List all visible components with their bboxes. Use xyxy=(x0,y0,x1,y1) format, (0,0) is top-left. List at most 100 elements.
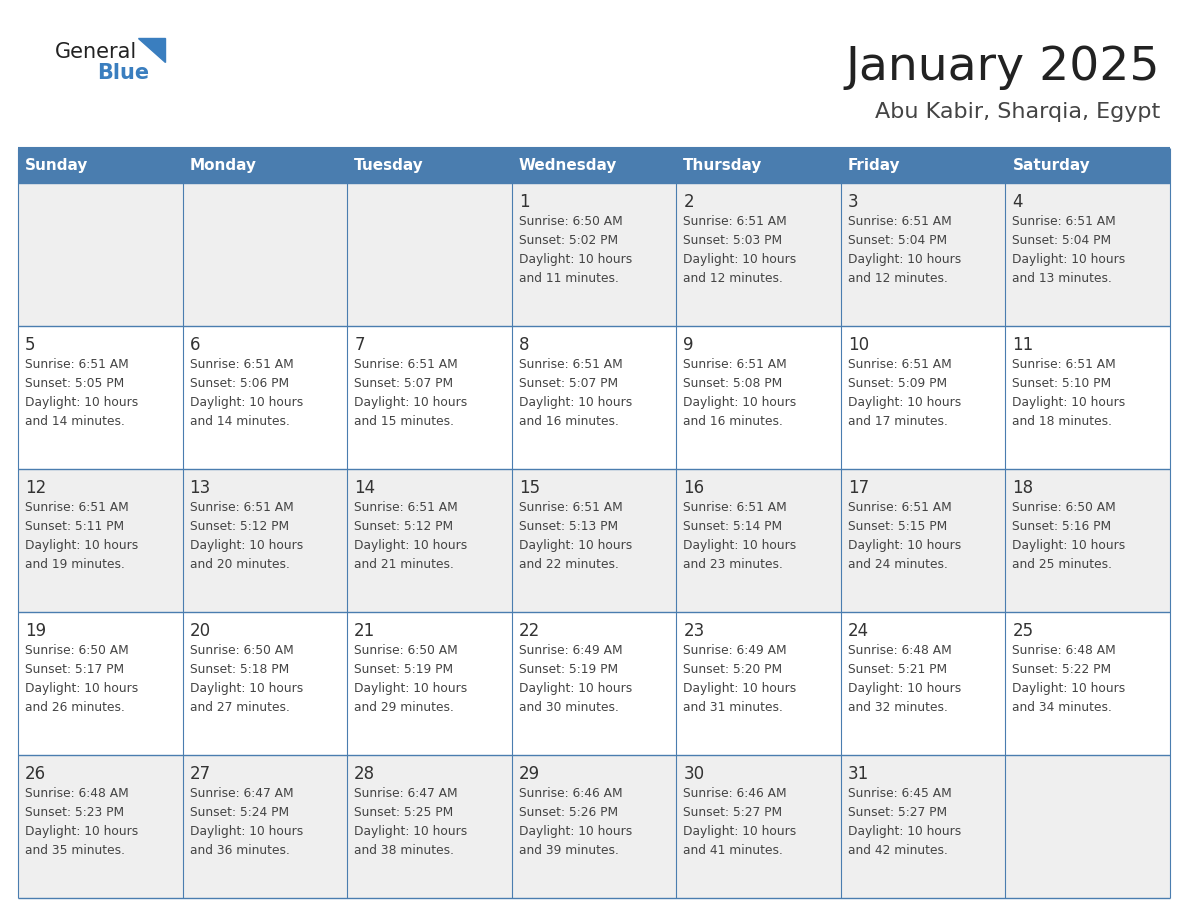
Text: Daylight: 10 hours: Daylight: 10 hours xyxy=(848,253,961,266)
Text: Sunset: 5:14 PM: Sunset: 5:14 PM xyxy=(683,520,783,533)
Text: 3: 3 xyxy=(848,193,859,211)
Text: and 31 minutes.: and 31 minutes. xyxy=(683,701,783,714)
Text: 30: 30 xyxy=(683,765,704,783)
Text: Sunset: 5:18 PM: Sunset: 5:18 PM xyxy=(190,663,289,676)
Text: Sunrise: 6:48 AM: Sunrise: 6:48 AM xyxy=(848,644,952,657)
Text: Sunrise: 6:51 AM: Sunrise: 6:51 AM xyxy=(519,358,623,371)
Text: and 26 minutes.: and 26 minutes. xyxy=(25,701,125,714)
Text: Sunset: 5:21 PM: Sunset: 5:21 PM xyxy=(848,663,947,676)
Text: Sunrise: 6:51 AM: Sunrise: 6:51 AM xyxy=(848,501,952,514)
Text: 2: 2 xyxy=(683,193,694,211)
Text: Friday: Friday xyxy=(848,158,901,173)
Text: Daylight: 10 hours: Daylight: 10 hours xyxy=(683,682,796,695)
Text: and 41 minutes.: and 41 minutes. xyxy=(683,844,783,857)
Text: and 13 minutes.: and 13 minutes. xyxy=(1012,272,1112,285)
Text: January 2025: January 2025 xyxy=(846,46,1159,91)
Text: Sunset: 5:27 PM: Sunset: 5:27 PM xyxy=(683,806,783,819)
Text: 6: 6 xyxy=(190,336,200,354)
Text: Sunrise: 6:45 AM: Sunrise: 6:45 AM xyxy=(848,787,952,800)
Text: Sunrise: 6:51 AM: Sunrise: 6:51 AM xyxy=(1012,215,1117,228)
Text: Sunrise: 6:47 AM: Sunrise: 6:47 AM xyxy=(354,787,457,800)
Text: 8: 8 xyxy=(519,336,529,354)
Text: Daylight: 10 hours: Daylight: 10 hours xyxy=(25,682,138,695)
Text: and 12 minutes.: and 12 minutes. xyxy=(848,272,948,285)
Text: Sunrise: 6:50 AM: Sunrise: 6:50 AM xyxy=(190,644,293,657)
Text: Sunrise: 6:51 AM: Sunrise: 6:51 AM xyxy=(848,215,952,228)
Text: Daylight: 10 hours: Daylight: 10 hours xyxy=(1012,396,1126,409)
Text: and 35 minutes.: and 35 minutes. xyxy=(25,844,125,857)
Text: 18: 18 xyxy=(1012,479,1034,497)
Text: and 42 minutes.: and 42 minutes. xyxy=(848,844,948,857)
Text: Sunset: 5:15 PM: Sunset: 5:15 PM xyxy=(848,520,947,533)
Text: Sunrise: 6:50 AM: Sunrise: 6:50 AM xyxy=(519,215,623,228)
Text: and 16 minutes.: and 16 minutes. xyxy=(519,415,619,428)
Text: Daylight: 10 hours: Daylight: 10 hours xyxy=(25,396,138,409)
Text: Sunrise: 6:51 AM: Sunrise: 6:51 AM xyxy=(354,501,457,514)
Text: Daylight: 10 hours: Daylight: 10 hours xyxy=(25,539,138,552)
Text: 16: 16 xyxy=(683,479,704,497)
Text: Sunset: 5:07 PM: Sunset: 5:07 PM xyxy=(354,377,454,390)
Text: Sunset: 5:04 PM: Sunset: 5:04 PM xyxy=(1012,234,1112,247)
Text: and 14 minutes.: and 14 minutes. xyxy=(190,415,290,428)
Bar xyxy=(18,469,1170,612)
Text: 24: 24 xyxy=(848,622,868,640)
Text: Daylight: 10 hours: Daylight: 10 hours xyxy=(848,539,961,552)
Text: and 14 minutes.: and 14 minutes. xyxy=(25,415,125,428)
Text: Monday: Monday xyxy=(190,158,257,173)
Text: Sunset: 5:24 PM: Sunset: 5:24 PM xyxy=(190,806,289,819)
Text: Sunset: 5:04 PM: Sunset: 5:04 PM xyxy=(848,234,947,247)
Text: General: General xyxy=(55,42,138,62)
Text: and 36 minutes.: and 36 minutes. xyxy=(190,844,290,857)
Text: Sunrise: 6:51 AM: Sunrise: 6:51 AM xyxy=(190,358,293,371)
Polygon shape xyxy=(138,38,165,62)
Text: and 32 minutes.: and 32 minutes. xyxy=(848,701,948,714)
Text: Daylight: 10 hours: Daylight: 10 hours xyxy=(354,396,467,409)
Text: Daylight: 10 hours: Daylight: 10 hours xyxy=(1012,539,1126,552)
Text: and 29 minutes.: and 29 minutes. xyxy=(354,701,454,714)
Text: Sunset: 5:06 PM: Sunset: 5:06 PM xyxy=(190,377,289,390)
Text: Sunrise: 6:47 AM: Sunrise: 6:47 AM xyxy=(190,787,293,800)
Text: Daylight: 10 hours: Daylight: 10 hours xyxy=(848,825,961,838)
Text: Daylight: 10 hours: Daylight: 10 hours xyxy=(190,396,303,409)
Text: Sunrise: 6:51 AM: Sunrise: 6:51 AM xyxy=(25,358,128,371)
Text: 12: 12 xyxy=(25,479,46,497)
Text: 26: 26 xyxy=(25,765,46,783)
Text: 22: 22 xyxy=(519,622,541,640)
Text: and 19 minutes.: and 19 minutes. xyxy=(25,558,125,571)
Text: Daylight: 10 hours: Daylight: 10 hours xyxy=(1012,253,1126,266)
Text: Daylight: 10 hours: Daylight: 10 hours xyxy=(519,253,632,266)
Text: Daylight: 10 hours: Daylight: 10 hours xyxy=(848,396,961,409)
Text: Daylight: 10 hours: Daylight: 10 hours xyxy=(190,682,303,695)
Text: Sunrise: 6:46 AM: Sunrise: 6:46 AM xyxy=(519,787,623,800)
Text: 28: 28 xyxy=(354,765,375,783)
Text: Sunrise: 6:49 AM: Sunrise: 6:49 AM xyxy=(519,644,623,657)
Text: Daylight: 10 hours: Daylight: 10 hours xyxy=(683,539,796,552)
Text: 4: 4 xyxy=(1012,193,1023,211)
Text: Daylight: 10 hours: Daylight: 10 hours xyxy=(354,539,467,552)
Text: 11: 11 xyxy=(1012,336,1034,354)
Text: Daylight: 10 hours: Daylight: 10 hours xyxy=(354,825,467,838)
Text: and 22 minutes.: and 22 minutes. xyxy=(519,558,619,571)
Text: and 11 minutes.: and 11 minutes. xyxy=(519,272,619,285)
Text: Daylight: 10 hours: Daylight: 10 hours xyxy=(519,825,632,838)
Text: and 27 minutes.: and 27 minutes. xyxy=(190,701,290,714)
Text: and 18 minutes.: and 18 minutes. xyxy=(1012,415,1112,428)
Text: Tuesday: Tuesday xyxy=(354,158,424,173)
Text: Sunset: 5:03 PM: Sunset: 5:03 PM xyxy=(683,234,783,247)
Text: Daylight: 10 hours: Daylight: 10 hours xyxy=(190,539,303,552)
Text: Daylight: 10 hours: Daylight: 10 hours xyxy=(519,539,632,552)
Text: Sunset: 5:20 PM: Sunset: 5:20 PM xyxy=(683,663,783,676)
Text: 14: 14 xyxy=(354,479,375,497)
Text: Daylight: 10 hours: Daylight: 10 hours xyxy=(683,396,796,409)
Text: Sunrise: 6:51 AM: Sunrise: 6:51 AM xyxy=(25,501,128,514)
Text: 10: 10 xyxy=(848,336,868,354)
Text: Daylight: 10 hours: Daylight: 10 hours xyxy=(683,253,796,266)
Text: Sunset: 5:22 PM: Sunset: 5:22 PM xyxy=(1012,663,1112,676)
Text: Sunset: 5:07 PM: Sunset: 5:07 PM xyxy=(519,377,618,390)
Text: Sunset: 5:02 PM: Sunset: 5:02 PM xyxy=(519,234,618,247)
Text: Sunrise: 6:51 AM: Sunrise: 6:51 AM xyxy=(1012,358,1117,371)
Text: and 34 minutes.: and 34 minutes. xyxy=(1012,701,1112,714)
Text: 13: 13 xyxy=(190,479,210,497)
Text: Sunset: 5:12 PM: Sunset: 5:12 PM xyxy=(190,520,289,533)
Text: Sunrise: 6:50 AM: Sunrise: 6:50 AM xyxy=(1012,501,1117,514)
